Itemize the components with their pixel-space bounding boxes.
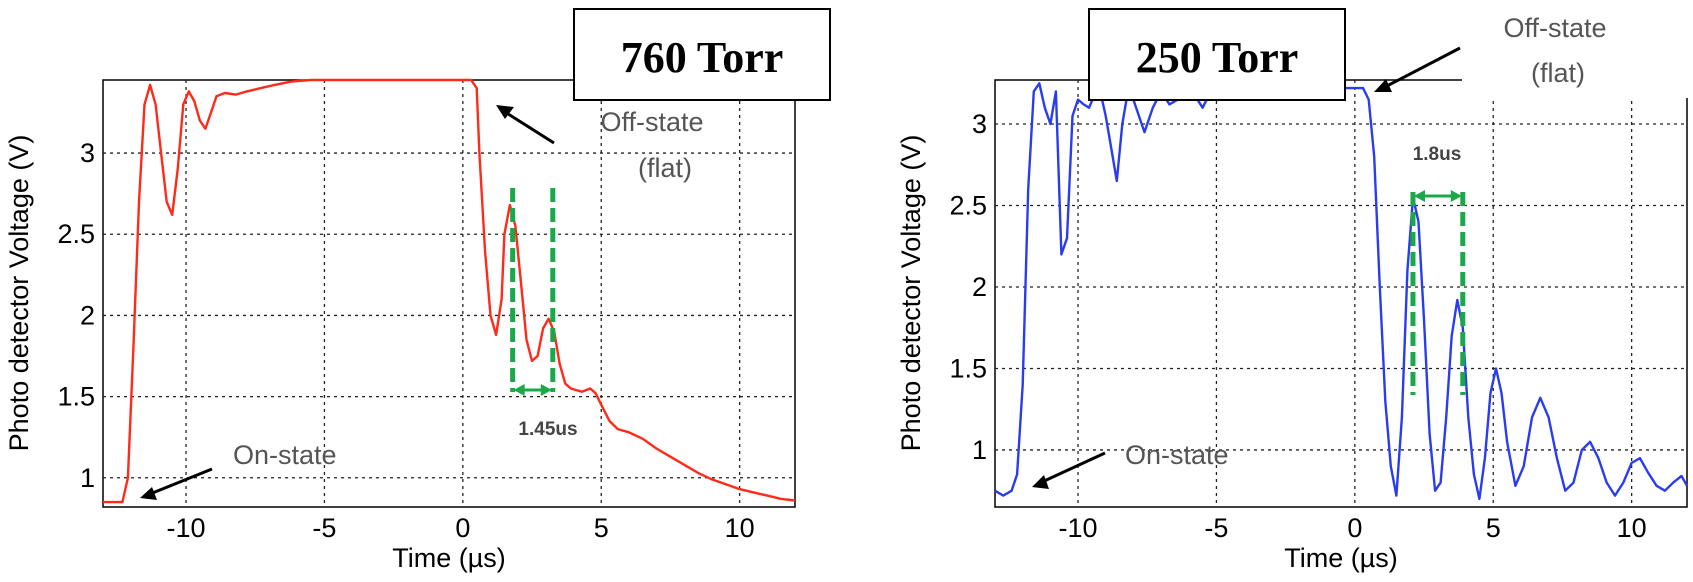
off-state-sublabel: (flat) — [1531, 58, 1585, 88]
period-marker — [510, 188, 556, 396]
chart-760-torr: -10 -5 0 5 10 1 1.5 2 2.5 3 Time (µs) Photo detec… — [4, 8, 831, 573]
on-state-arrow — [149, 467, 213, 496]
tick-labels: -10 -5 0 5 10 1 1.5 2 2.5 3 — [57, 138, 754, 543]
off-state-label: Off-state — [600, 107, 703, 137]
on-state-label: On-state — [1125, 440, 1229, 470]
y-tick-label: 1 — [972, 435, 987, 465]
chart-250-torr: -10 -5 0 5 10 1 1.5 2 2.5 3 Time (µs) Photo detec… — [896, 0, 1693, 573]
x-tick-label: 5 — [1486, 513, 1501, 543]
grid — [995, 80, 1687, 507]
y-tick-label: 1 — [80, 463, 95, 493]
chart-title: 760 Torr — [621, 33, 784, 82]
x-tick-label: 10 — [725, 513, 755, 543]
title-box — [573, 8, 831, 101]
x-tick-label: 0 — [455, 513, 470, 543]
y-tick-label: 2.5 — [57, 219, 95, 249]
plot-area — [102, 79, 796, 508]
plot-area — [994, 79, 1688, 508]
y-tick-label: 3 — [80, 138, 95, 168]
tick-labels: -10 -5 0 5 10 1 1.5 2 2.5 3 — [949, 109, 1646, 543]
x-tick-label: -5 — [1204, 513, 1228, 543]
off-state-sublabel: (flat) — [638, 153, 692, 183]
y-tick-label: 2 — [80, 300, 95, 330]
period-arrowhead-right — [540, 384, 552, 396]
on-state-arrow — [1041, 451, 1106, 484]
title-box — [1088, 8, 1346, 101]
off-state-arrowhead — [1374, 79, 1392, 92]
y-tick-label: 1.5 — [57, 382, 95, 412]
y-axis-label: Photo detector Voltage (V) — [4, 135, 34, 452]
x-tick-label: 5 — [594, 513, 609, 543]
off-state-arrowhead — [496, 105, 514, 119]
y-tick-label: 1.5 — [949, 353, 987, 383]
series-line — [994, 82, 1689, 501]
on-state-label: On-state — [233, 440, 337, 470]
off-state-arrow — [504, 110, 555, 145]
x-axis-label: Time (µs) — [392, 543, 506, 573]
x-tick-label: -5 — [312, 513, 336, 543]
x-axis-label: Time (µs) — [1284, 543, 1398, 573]
y-axis-label: Photo detector Voltage (V) — [896, 135, 926, 452]
period-arrowhead-left — [513, 384, 525, 396]
period-label: 1.45us — [518, 419, 577, 440]
period-arrowhead-right — [1450, 190, 1462, 202]
chart-title: 250 Torr — [1136, 33, 1299, 82]
x-tick-label: -10 — [1059, 513, 1098, 543]
series-line — [103, 78, 796, 504]
on-state-arrowhead — [140, 487, 157, 500]
x-tick-label: 0 — [1347, 513, 1362, 543]
period-arrowhead-left — [1413, 190, 1425, 202]
data-line — [994, 82, 1689, 501]
period-label: 1.8us — [1413, 144, 1462, 165]
data-line — [103, 78, 796, 504]
grid — [103, 80, 795, 507]
y-tick-label: 3 — [972, 109, 987, 139]
y-tick-label: 2 — [972, 272, 987, 302]
x-tick-label: 10 — [1617, 513, 1647, 543]
on-state-arrowhead — [1032, 475, 1049, 489]
period-marker — [1410, 190, 1466, 395]
off-state-box — [1462, 0, 1693, 98]
off-state-arrow — [1384, 46, 1461, 89]
off-state-label: Off-state — [1503, 13, 1606, 43]
x-tick-label: -10 — [167, 513, 206, 543]
y-tick-label: 2.5 — [949, 190, 987, 220]
